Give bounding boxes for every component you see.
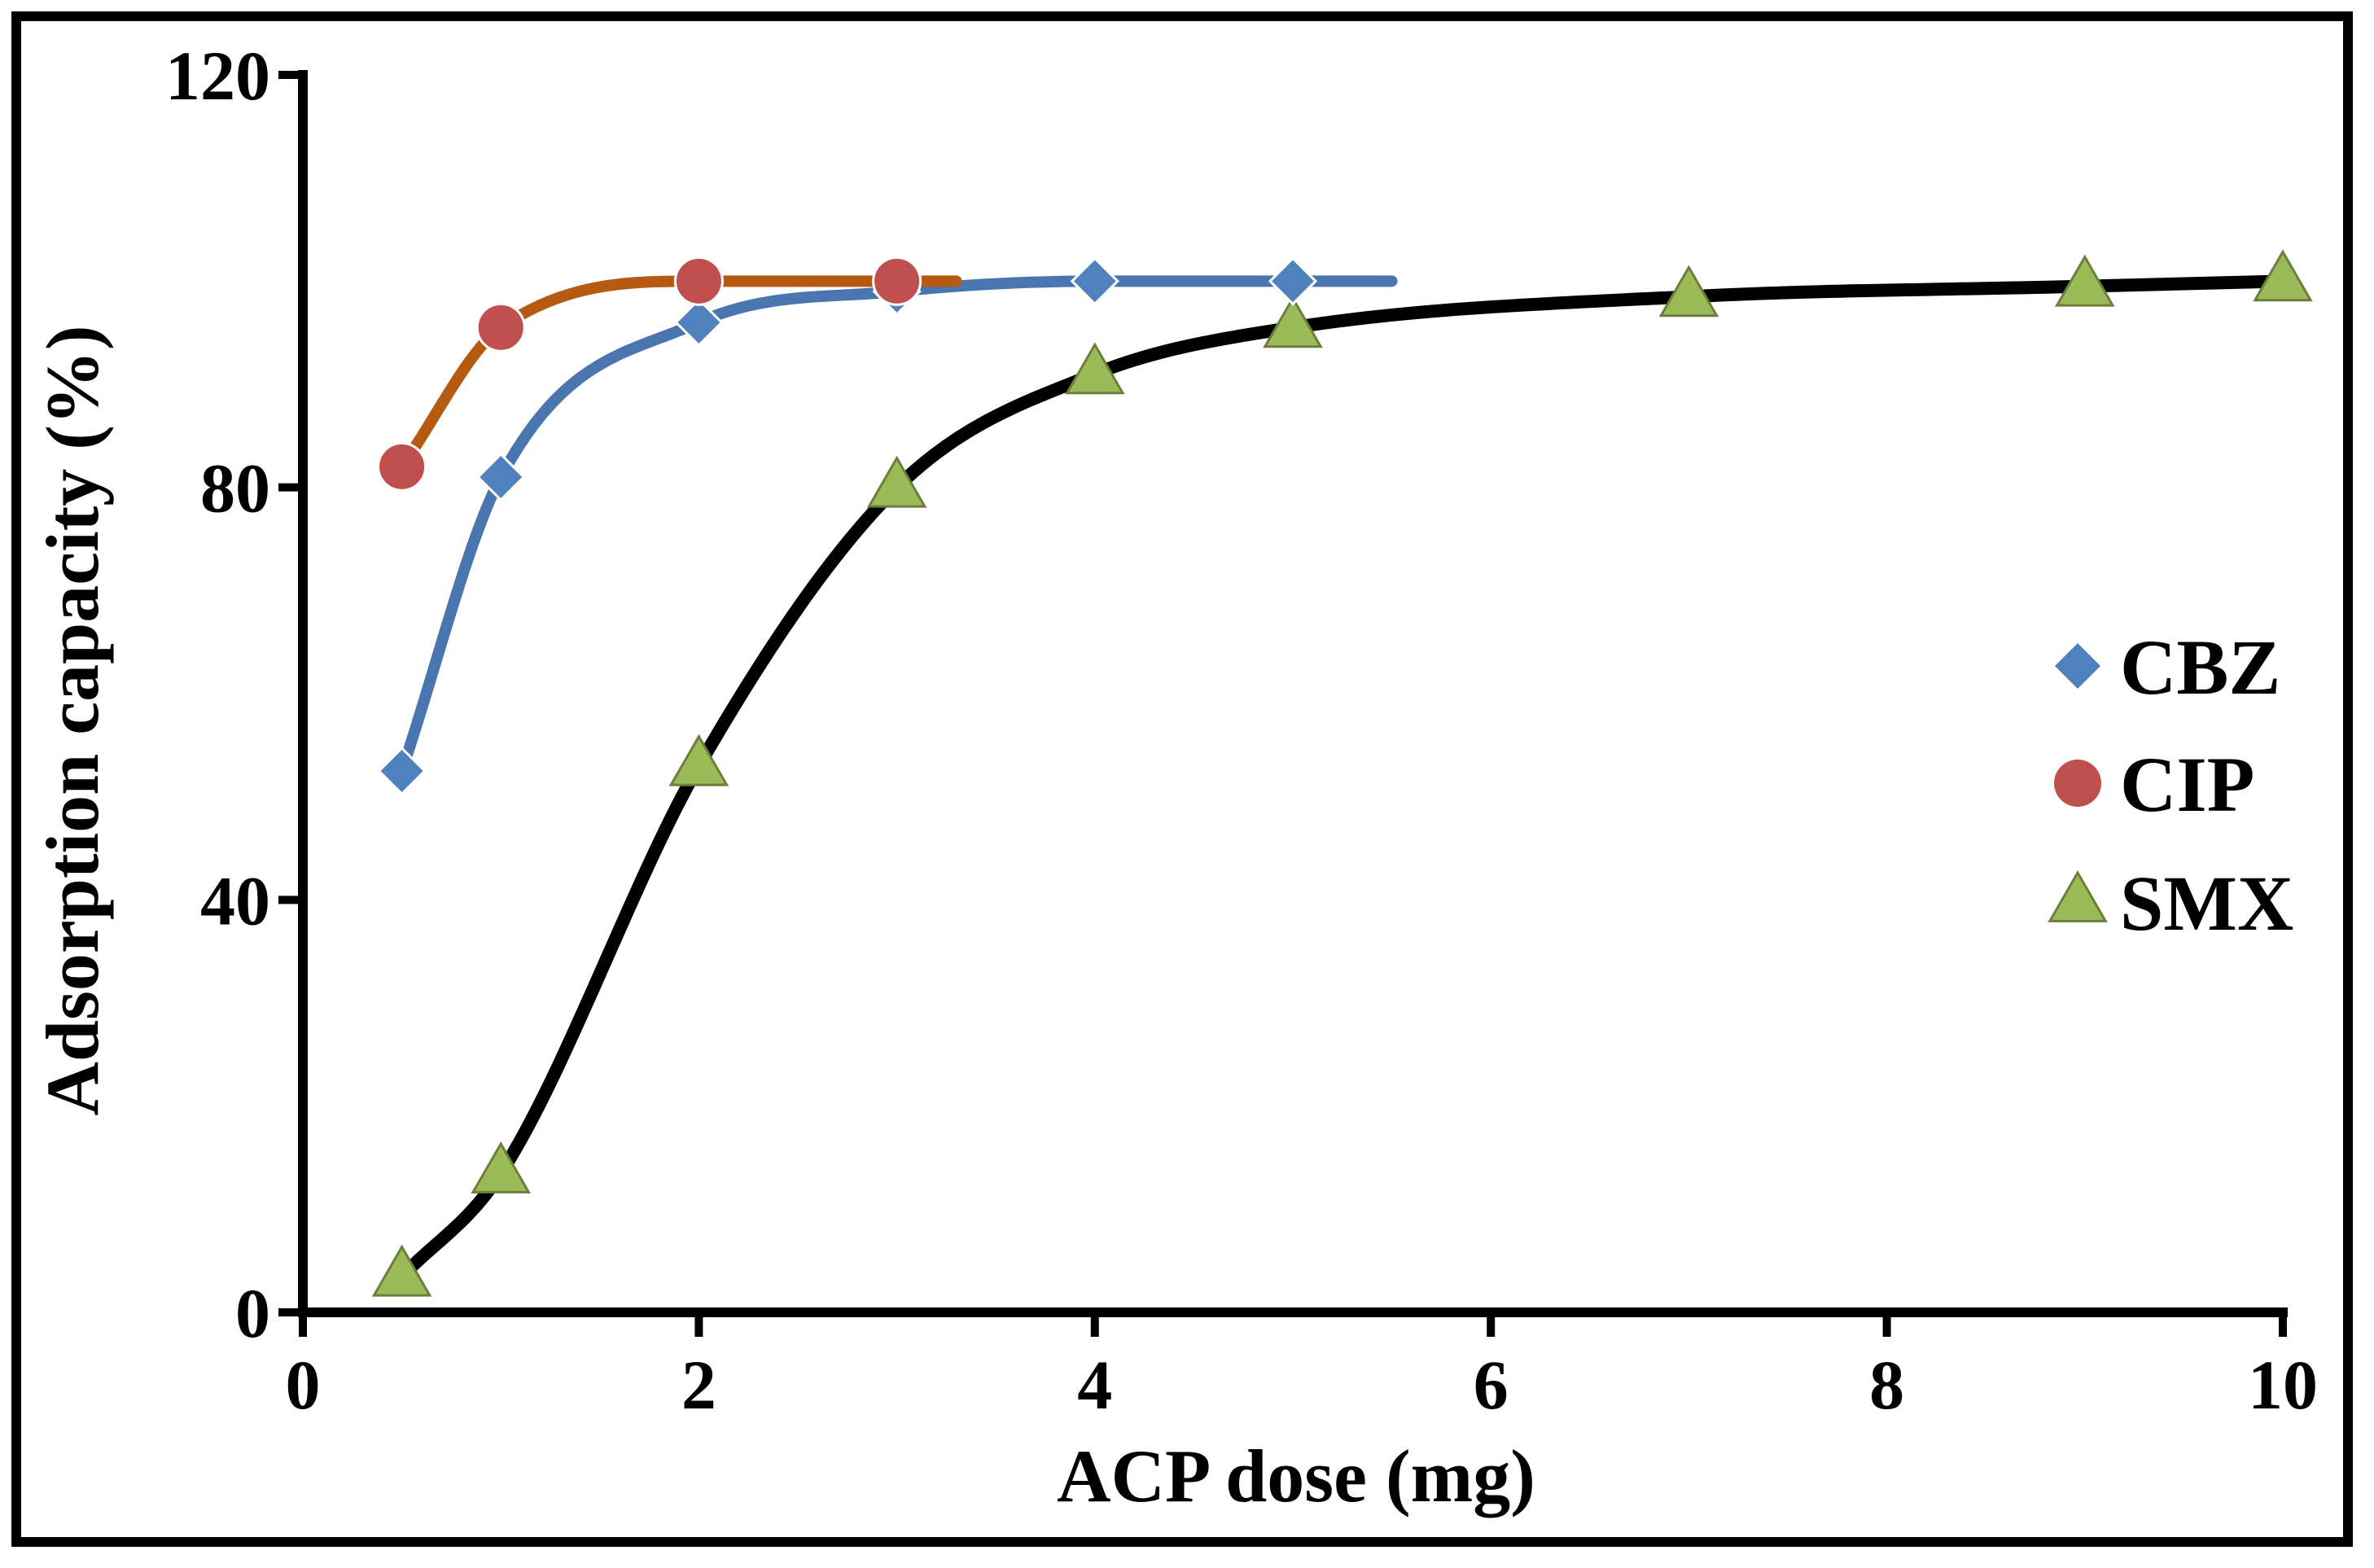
- point-smx: [471, 1141, 531, 1194]
- x-axis-title: ACP dose (mg): [1057, 1434, 1535, 1518]
- point-smx: [1065, 342, 1125, 395]
- point-cbz: [476, 452, 526, 502]
- curve-cbz: [396, 275, 1398, 777]
- y-axis-title: Adsorption capacity (%): [31, 325, 114, 1115]
- x-tick-label: 6: [1474, 1346, 1509, 1424]
- point-cbz: [674, 297, 724, 348]
- x-tick-label: 8: [1869, 1346, 1904, 1424]
- axes: 0 2 4 6 8 10 0 40 80 120: [165, 37, 2318, 1424]
- x-tick-label: 0: [286, 1346, 321, 1424]
- legend-label-cbz: CBZ: [2120, 624, 2280, 711]
- x-tick-label: 4: [1077, 1346, 1112, 1424]
- point-cip: [377, 441, 427, 492]
- legend-label-smx: SMX: [2120, 860, 2293, 947]
- point-cbz: [1070, 256, 1119, 306]
- x-tick-label: 2: [681, 1346, 716, 1424]
- point-cip: [872, 256, 922, 306]
- y-tick-label: 0: [235, 1274, 270, 1352]
- legend-label-cip: CIP: [2120, 741, 2254, 828]
- point-cip: [673, 256, 724, 306]
- point-cbz: [1268, 256, 1318, 306]
- y-tick-label: 40: [200, 861, 270, 939]
- data-markers: [371, 249, 2313, 1297]
- point-smx: [2055, 254, 2115, 307]
- point-smx: [371, 1244, 432, 1297]
- point-smx: [668, 734, 729, 786]
- legend-marker-cip: [2054, 760, 2101, 807]
- y-tick-label: 80: [200, 449, 270, 528]
- legend-marker-smx: [2048, 869, 2108, 922]
- point-smx: [866, 455, 927, 508]
- legend-marker-cbz: [2055, 643, 2100, 689]
- legend: CBZ CIP SMX: [2048, 624, 2293, 947]
- x-tick-label: 10: [2248, 1346, 2318, 1424]
- y-tick-label: 120: [165, 37, 270, 115]
- point-cbz: [377, 746, 427, 796]
- point-cip: [475, 302, 526, 353]
- point-smx: [1658, 265, 1719, 318]
- point-smx: [1263, 296, 1323, 348]
- point-smx: [2253, 249, 2313, 302]
